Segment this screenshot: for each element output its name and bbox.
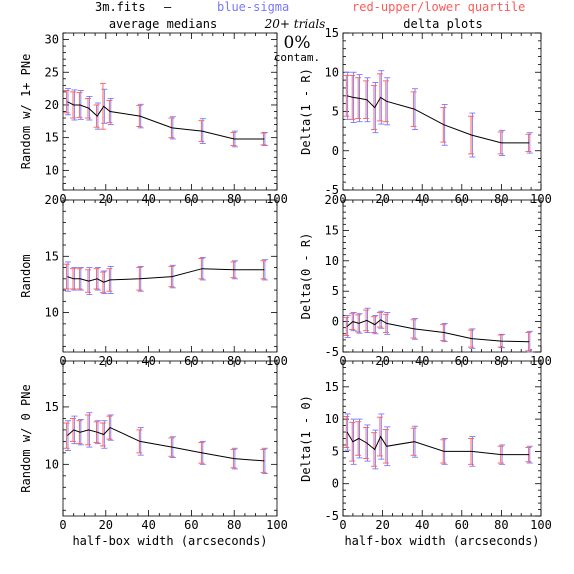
y-tick-label: -5 bbox=[325, 509, 339, 523]
y-axis-label: Random w/ 1+ PNe bbox=[19, 54, 33, 170]
x-tick-label: 100 bbox=[530, 518, 552, 532]
x-axis-label: half-box width (arcseconds) bbox=[72, 534, 267, 548]
y-tick-label: 10 bbox=[325, 65, 339, 79]
y-tick-label: 10 bbox=[45, 457, 59, 471]
y-tick-label: 20 bbox=[45, 193, 59, 207]
x-tick-label: 60 bbox=[184, 518, 198, 532]
series-line bbox=[346, 319, 530, 343]
contam-label: contam. bbox=[274, 51, 320, 64]
y-tick-label: 15 bbox=[325, 380, 339, 394]
y-tick-label: 15 bbox=[45, 249, 59, 263]
trials-label: 20+ trials bbox=[264, 17, 326, 31]
series-line bbox=[67, 101, 265, 140]
series-line bbox=[66, 426, 265, 462]
panel-panel-0pne: 0 20 40 60 80 100 10 15 Random w/ 0 PNe half-box … bbox=[19, 360, 288, 548]
x-tick-label: 40 bbox=[141, 518, 155, 532]
x-axis-label: half-box width (arcseconds) bbox=[344, 534, 539, 548]
y-tick-label: 10 bbox=[45, 306, 59, 320]
panel-frame bbox=[62, 32, 278, 191]
panel-frame bbox=[62, 360, 278, 517]
y-axis-label: Delta(1 - 0) bbox=[299, 395, 313, 482]
y-axis-label: Delta(0 - R) bbox=[299, 233, 313, 320]
x-tick-label: 0 bbox=[59, 518, 66, 532]
x-tick-label: 60 bbox=[184, 192, 198, 206]
y-tick-label: -5 bbox=[325, 183, 339, 197]
x-tick-label: 40 bbox=[415, 192, 429, 206]
y-tick-label: 15 bbox=[45, 131, 59, 145]
panel-panel-random: 020406080100101520Random bbox=[19, 193, 288, 368]
y-tick-label: 15 bbox=[325, 26, 339, 40]
y-tick-label: 0 bbox=[332, 144, 339, 158]
legend-red-quartile: red-upper/lower quartile bbox=[352, 0, 525, 14]
series-line bbox=[346, 431, 530, 456]
x-tick-label: 100 bbox=[266, 518, 288, 532]
x-tick-label: 40 bbox=[415, 518, 429, 532]
x-tick-label: 0 bbox=[59, 192, 66, 206]
x-tick-label: 80 bbox=[227, 192, 241, 206]
y-tick-label: 15 bbox=[45, 400, 59, 414]
x-tick-label: 80 bbox=[494, 192, 508, 206]
y-tick-label: 10 bbox=[325, 254, 339, 268]
y-tick-label: 20 bbox=[45, 98, 59, 112]
series-line bbox=[67, 268, 265, 283]
x-tick-label: 20 bbox=[375, 518, 389, 532]
x-tick-label: 40 bbox=[141, 192, 155, 206]
y-tick-label: 20 bbox=[325, 193, 339, 207]
y-tick-label: 5 bbox=[332, 105, 339, 119]
y-tick-label: 0 bbox=[332, 477, 339, 491]
x-tick-label: 60 bbox=[455, 518, 469, 532]
y-axis-label: Random w/ 0 PNe bbox=[19, 384, 33, 492]
y-axis-label: Random bbox=[19, 254, 33, 297]
panel-frame bbox=[342, 32, 542, 191]
x-tick-label: 60 bbox=[455, 192, 469, 206]
y-tick-label: 5 bbox=[332, 284, 339, 298]
file-label: 3m.fits bbox=[95, 0, 146, 14]
legend-dash: — bbox=[164, 0, 172, 14]
left-column-title: average medians bbox=[109, 17, 217, 31]
y-tick-label: 5 bbox=[332, 444, 339, 458]
x-tick-label: 80 bbox=[227, 518, 241, 532]
y-tick-label: 25 bbox=[45, 65, 59, 79]
x-tick-label: 100 bbox=[266, 192, 288, 206]
x-tick-label: 20 bbox=[99, 192, 113, 206]
percent-label: 0% bbox=[284, 33, 311, 53]
x-tick-label: 80 bbox=[494, 518, 508, 532]
x-tick-label: 0 bbox=[339, 518, 346, 532]
x-tick-label: 100 bbox=[530, 192, 552, 206]
panel-frame bbox=[62, 199, 278, 353]
y-tick-label: 10 bbox=[325, 412, 339, 426]
y-tick-label: 15 bbox=[325, 223, 339, 237]
y-tick-label: 10 bbox=[45, 163, 59, 177]
x-tick-label: 0 bbox=[339, 192, 346, 206]
y-tick-label: -5 bbox=[325, 345, 339, 359]
y-tick-label: 0 bbox=[332, 315, 339, 329]
panel-frame bbox=[342, 199, 542, 353]
series-line bbox=[346, 95, 530, 144]
x-tick-label: 20 bbox=[375, 192, 389, 206]
y-tick-label: 30 bbox=[45, 33, 59, 47]
right-column-title: delta plots bbox=[403, 17, 482, 31]
legend-blue-sigma: blue-sigma bbox=[217, 0, 289, 14]
x-tick-label: 20 bbox=[99, 518, 113, 532]
y-axis-label: Delta(1 - R) bbox=[299, 68, 313, 155]
